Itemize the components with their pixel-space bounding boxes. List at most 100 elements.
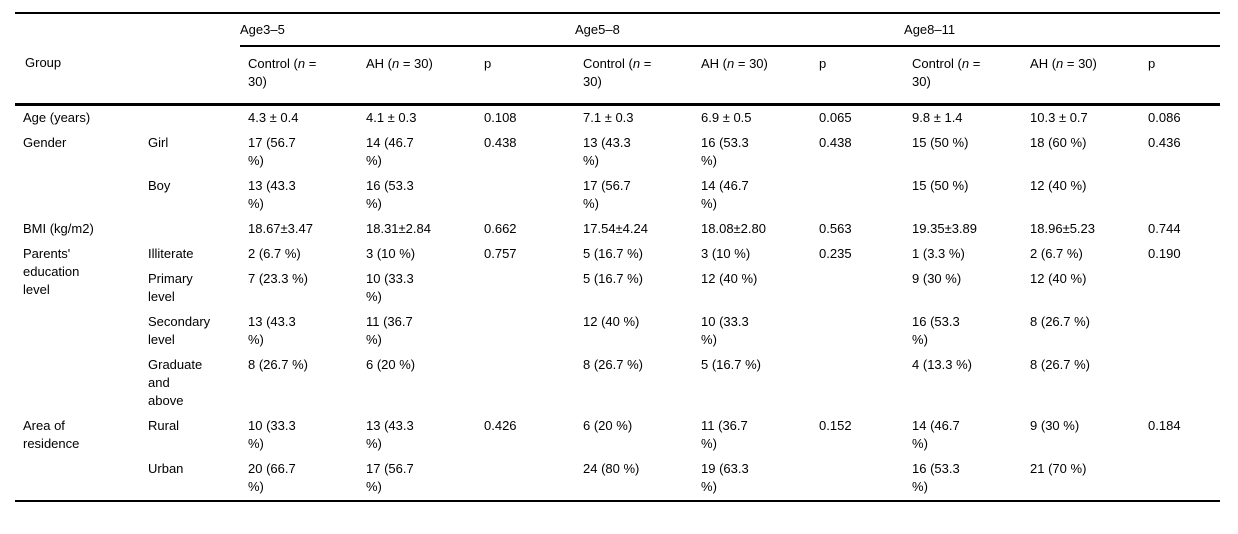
p-value-cell — [811, 457, 904, 501]
p-value-cell — [476, 353, 575, 414]
value-cell: 14 (46.7 %) — [366, 134, 414, 168]
group-label-cell: BMI (kg/m2) — [23, 220, 94, 236]
value-cell: 19 (63.3 %) — [701, 460, 749, 494]
value-cell: 16 (53.3 %) — [701, 134, 749, 168]
ah-header-age8-11: AH (n = 30) — [1022, 46, 1141, 106]
value-cell: 10 (33.3 %) — [366, 270, 414, 304]
p-value-cell: 0.662 — [484, 220, 517, 236]
subgroup-label-cell: Illiterate — [148, 245, 194, 261]
ah-header-age5-8: AH (n = 30) — [693, 46, 812, 106]
table-row-education-graduate: Graduate and above 8 (26.7 %) 6 (20 %) 8… — [15, 353, 1220, 414]
control-header-age5-8: Control (n = 30) — [575, 46, 694, 106]
subgroup-label-cell: Graduate and above — [148, 356, 203, 408]
value-cell: 18 (60 %) — [1030, 134, 1087, 150]
n-symbol: n — [961, 56, 970, 71]
control-header-age8-11: Control (n = 30) — [904, 46, 1023, 106]
value-cell: 10 (33.3 %) — [701, 313, 749, 347]
value-cell: 5 (16.7 %) — [583, 270, 643, 286]
value-cell: 16 (53.3 %) — [912, 313, 960, 347]
group-label-cell: Parents' education level — [23, 245, 80, 297]
value-cell: 21 (70 %) — [1030, 460, 1087, 476]
value-cell: 7.1 ± 0.3 — [583, 109, 634, 125]
control-header-text: Control ( — [583, 56, 633, 71]
age5-8-span-header: Age5–8 — [575, 13, 905, 47]
value-cell: 5 (16.7 %) — [583, 245, 643, 261]
p-value-cell — [476, 267, 575, 310]
p-value-cell — [1140, 457, 1220, 501]
ah-header-text: AH ( — [1030, 56, 1057, 71]
control-header-text: Control ( — [912, 56, 962, 71]
value-cell: 4 (13.3 %) — [912, 356, 973, 372]
n-symbol: n — [392, 56, 400, 71]
value-cell: 9 (30 %) — [912, 270, 962, 286]
p-value-cell — [1140, 353, 1220, 414]
control-header-text: Control ( — [248, 56, 298, 71]
value-cell: 17 (56.7 %) — [366, 460, 414, 494]
table-row-education-illiterate: Parents' education level Illiterate 2 (6… — [15, 242, 1220, 297]
value-cell: 17 (56.7 %) — [583, 177, 631, 211]
table-row-age: Age (years) 4.3 ± 0.4 4.1 ± 0.3 0.108 7.… — [15, 105, 1220, 132]
value-cell: 7 (23.3 %) — [248, 270, 308, 286]
table-row-bmi: BMI (kg/m2) 18.67±3.47 18.31±2.84 0.662 … — [15, 217, 1220, 242]
table-row-education-secondary: Secondary level 13 (43.3 %) 11 (36.7 %) … — [15, 310, 1220, 353]
age8-11-span-header: Age8–11 — [904, 13, 1221, 47]
value-cell: 18.08±2.80 — [701, 220, 766, 236]
value-cell: 6.9 ± 0.5 — [701, 109, 752, 125]
p-value-cell: 0.065 — [819, 109, 852, 125]
p-value-cell — [476, 174, 575, 217]
n-symbol: n — [297, 56, 306, 71]
p-value-cell — [811, 310, 904, 353]
p-value-cell — [1140, 310, 1220, 353]
value-cell: 6 (20 %) — [583, 417, 633, 433]
value-cell: 15 (50 %) — [912, 134, 969, 150]
ah-header-age3-5: AH (n = 30) — [358, 46, 476, 106]
control-header-text: = 30) — [583, 56, 652, 89]
table-row-residence-urban: Urban 20 (66.7 %) 17 (56.7 %) 24 (80 %) … — [15, 457, 1220, 501]
value-cell: 19.35±3.89 — [912, 220, 977, 236]
column-header-row: Group Control (n = 30) AH (n = 30) p Con… — [15, 46, 1221, 106]
value-cell: 12 (40 %) — [701, 270, 758, 286]
value-cell: 16 (53.3 %) — [912, 460, 960, 494]
p-value-cell: 0.426 — [484, 417, 517, 433]
value-cell: 2 (6.7 %) — [248, 245, 301, 261]
p-header-age3-5: p — [476, 46, 576, 106]
p-value-cell: 0.563 — [819, 220, 852, 236]
table-row-education-primary: Primary level 7 (23.3 %) 10 (33.3 %) 5 (… — [15, 267, 1220, 310]
value-cell: 5 (16.7 %) — [701, 356, 761, 372]
value-cell: 12 (40 %) — [1030, 270, 1087, 286]
subgroup-label-cell: Boy — [148, 177, 171, 193]
p-header-age5-8: p — [811, 46, 905, 106]
value-cell: 17.54±4.24 — [583, 220, 648, 236]
p-value-cell — [811, 353, 904, 414]
ah-header-text: = 30) — [1063, 56, 1097, 71]
value-cell: 16 (53.3 %) — [366, 177, 414, 211]
value-cell: 1 (3.3 %) — [912, 245, 965, 261]
control-header-text: = 30) — [248, 56, 317, 89]
p-value-cell: 0.152 — [819, 417, 852, 433]
value-cell: 3 (10 %) — [701, 245, 751, 261]
value-cell: 13 (43.3 %) — [583, 134, 631, 168]
ah-header-text: AH ( — [701, 56, 728, 71]
p-value-cell — [811, 174, 904, 217]
value-cell: 20 (66.7 %) — [248, 460, 296, 494]
p-value-cell: 0.190 — [1148, 245, 1181, 261]
ah-header-text: = 30) — [399, 56, 433, 71]
p-value-cell: 0.235 — [819, 245, 852, 261]
p-value-cell: 0.086 — [1148, 109, 1181, 125]
value-cell: 17 (56.7 %) — [248, 134, 296, 168]
p-value-cell: 0.757 — [484, 245, 517, 261]
value-cell: 12 (40 %) — [583, 313, 640, 329]
subgroup-label-cell: Girl — [148, 134, 169, 150]
p-value-cell — [811, 267, 904, 310]
value-cell: 2 (6.7 %) — [1030, 245, 1083, 261]
p-value-cell: 0.744 — [1148, 220, 1181, 236]
group-label-cell: Age (years) — [23, 109, 91, 125]
table-row-residence-rural: Area of residence Rural 10 (33.3 %) 13 (… — [15, 414, 1220, 457]
subgroup-label-cell: Urban — [148, 460, 184, 476]
value-cell: 13 (43.3 %) — [248, 177, 296, 211]
age3-5-span-header: Age3–5 — [240, 13, 576, 47]
value-cell: 3 (10 %) — [366, 245, 416, 261]
value-cell: 13 (43.3 %) — [366, 417, 414, 451]
control-header-age3-5: Control (n = 30) — [240, 46, 358, 106]
value-cell: 12 (40 %) — [1030, 177, 1087, 193]
